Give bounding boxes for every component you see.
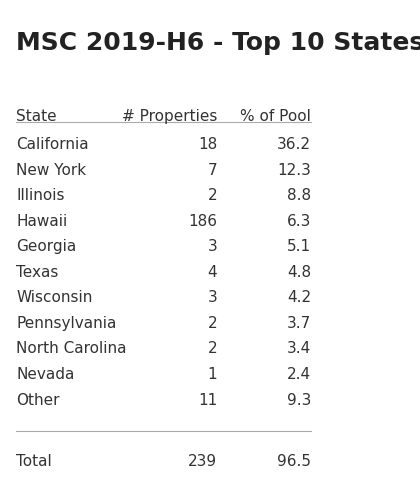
Text: 4.2: 4.2 xyxy=(287,290,311,305)
Text: 12.3: 12.3 xyxy=(277,163,311,178)
Text: Illinois: Illinois xyxy=(16,188,65,203)
Text: 7: 7 xyxy=(207,163,217,178)
Text: 4: 4 xyxy=(207,265,217,280)
Text: State: State xyxy=(16,109,57,124)
Text: 4.8: 4.8 xyxy=(287,265,311,280)
Text: 1: 1 xyxy=(207,367,217,382)
Text: 2: 2 xyxy=(207,341,217,356)
Text: California: California xyxy=(16,137,89,152)
Text: 18: 18 xyxy=(198,137,217,152)
Text: 5.1: 5.1 xyxy=(287,239,311,254)
Text: 2: 2 xyxy=(207,188,217,203)
Text: North Carolina: North Carolina xyxy=(16,341,127,356)
Text: 3: 3 xyxy=(207,290,217,305)
Text: 9.3: 9.3 xyxy=(287,393,311,408)
Text: Georgia: Georgia xyxy=(16,239,76,254)
Text: Pennsylvania: Pennsylvania xyxy=(16,316,117,331)
Text: Wisconsin: Wisconsin xyxy=(16,290,93,305)
Text: Texas: Texas xyxy=(16,265,59,280)
Text: 2: 2 xyxy=(207,316,217,331)
Text: 239: 239 xyxy=(188,454,217,469)
Text: Other: Other xyxy=(16,393,60,408)
Text: New York: New York xyxy=(16,163,87,178)
Text: # Properties: # Properties xyxy=(122,109,217,124)
Text: Nevada: Nevada xyxy=(16,367,75,382)
Text: 8.8: 8.8 xyxy=(287,188,311,203)
Text: 2.4: 2.4 xyxy=(287,367,311,382)
Text: 36.2: 36.2 xyxy=(277,137,311,152)
Text: 3.4: 3.4 xyxy=(287,341,311,356)
Text: 186: 186 xyxy=(188,214,217,229)
Text: 3.7: 3.7 xyxy=(287,316,311,331)
Text: 96.5: 96.5 xyxy=(277,454,311,469)
Text: 3: 3 xyxy=(207,239,217,254)
Text: 6.3: 6.3 xyxy=(287,214,311,229)
Text: % of Pool: % of Pool xyxy=(240,109,311,124)
Text: Total: Total xyxy=(16,454,52,469)
Text: MSC 2019-H6 - Top 10 States: MSC 2019-H6 - Top 10 States xyxy=(16,31,420,55)
Text: 11: 11 xyxy=(198,393,217,408)
Text: Hawaii: Hawaii xyxy=(16,214,68,229)
